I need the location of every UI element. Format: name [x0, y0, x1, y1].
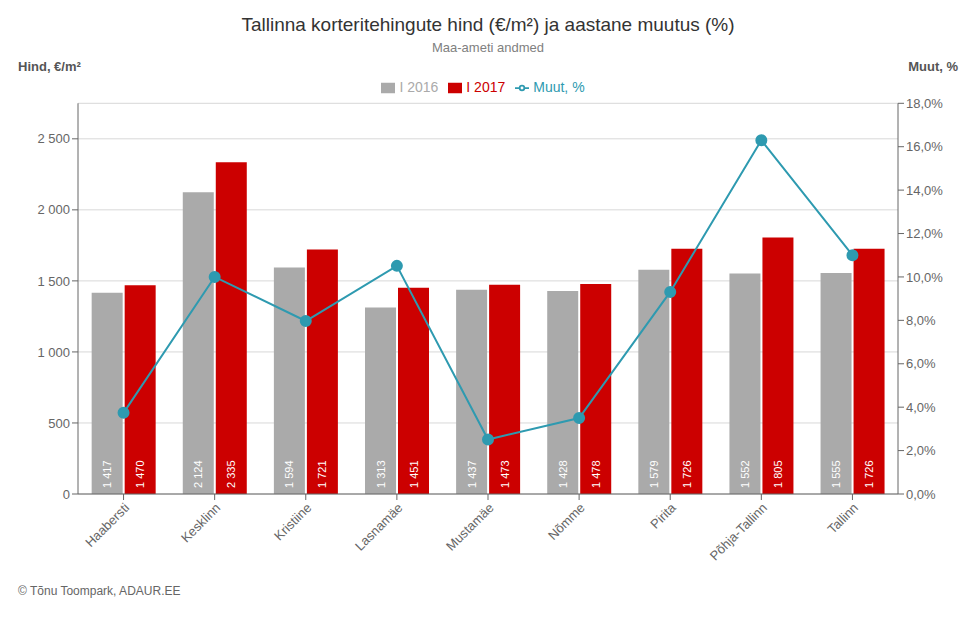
html-text:Hind, €/m²: Hind, €/m² — [18, 59, 81, 74]
svg-text:1 470: 1 470 — [134, 460, 146, 488]
html-text:Muut, %: Muut, % — [908, 59, 958, 74]
svg-text:1 000: 1 000 — [37, 345, 70, 360]
svg-text:2,0%: 2,0% — [906, 443, 936, 458]
svg-text:1 726: 1 726 — [863, 460, 875, 488]
svg-text:10,0%: 10,0% — [906, 270, 943, 285]
svg-text:1 428: 1 428 — [557, 460, 569, 488]
svg-text:1 579: 1 579 — [648, 460, 660, 488]
svg-text:1 594: 1 594 — [283, 460, 295, 488]
svg-text:12,0%: 12,0% — [906, 226, 943, 241]
svg-text:0: 0 — [63, 487, 70, 502]
svg-text:1 555: 1 555 — [830, 460, 842, 488]
svg-text:1 417: 1 417 — [101, 460, 113, 488]
svg-text:8,0%: 8,0% — [906, 313, 936, 328]
svg-text:6,0%: 6,0% — [906, 356, 936, 371]
svg-text:1 552: 1 552 — [739, 460, 751, 488]
svg-text:1 451: 1 451 — [408, 460, 420, 488]
svg-text:Pirita: Pirita — [647, 500, 679, 532]
svg-text:1 805: 1 805 — [772, 460, 784, 488]
svg-text:1 478: 1 478 — [590, 460, 602, 488]
svg-text:1 437: 1 437 — [466, 460, 478, 488]
svg-text:2 124: 2 124 — [192, 460, 204, 488]
svg-text:Kristiine: Kristiine — [271, 500, 314, 543]
svg-text:2 335: 2 335 — [225, 460, 237, 488]
svg-text:2 000: 2 000 — [37, 202, 70, 217]
html-text:© Tõnu Toompark, ADAUR.EE: © Tõnu Toompark, ADAUR.EE — [18, 584, 181, 598]
svg-text:1 726: 1 726 — [681, 460, 693, 488]
html-text:I 2017: I 2017 — [466, 79, 506, 95]
svg-text:Kesklinn: Kesklinn — [178, 500, 223, 545]
html-text:Maa-ameti andmed: Maa-ameti andmed — [432, 40, 544, 55]
svg-text:Haabersti: Haabersti — [82, 500, 132, 550]
svg-text:1 473: 1 473 — [499, 460, 511, 488]
svg-text:Nõmme: Nõmme — [545, 500, 588, 543]
html-text:Muut, %: Muut, % — [533, 79, 585, 95]
svg-text:1 313: 1 313 — [375, 460, 387, 488]
svg-text:18,0%: 18,0% — [906, 96, 943, 111]
svg-text:1 500: 1 500 — [37, 274, 70, 289]
svg-text:Tallinn: Tallinn — [824, 500, 861, 537]
svg-text:2 500: 2 500 — [37, 131, 70, 146]
html-text:Tallinna korteritehingute hind: Tallinna korteritehingute hind (€/m²) ja… — [241, 14, 735, 35]
svg-text:16,0%: 16,0% — [906, 139, 943, 154]
svg-text:500: 500 — [48, 416, 70, 431]
svg-text:14,0%: 14,0% — [906, 183, 943, 198]
svg-text:4,0%: 4,0% — [906, 400, 936, 415]
html-text:I 2016: I 2016 — [399, 79, 439, 95]
svg-text:Mustamäe: Mustamäe — [443, 500, 497, 554]
svg-text:1 721: 1 721 — [316, 460, 328, 488]
svg-text:Lasnamäe: Lasnamäe — [352, 500, 406, 554]
svg-text:Põhja-Tallinn: Põhja-Tallinn — [707, 500, 770, 563]
svg-text:0,0%: 0,0% — [906, 487, 936, 502]
